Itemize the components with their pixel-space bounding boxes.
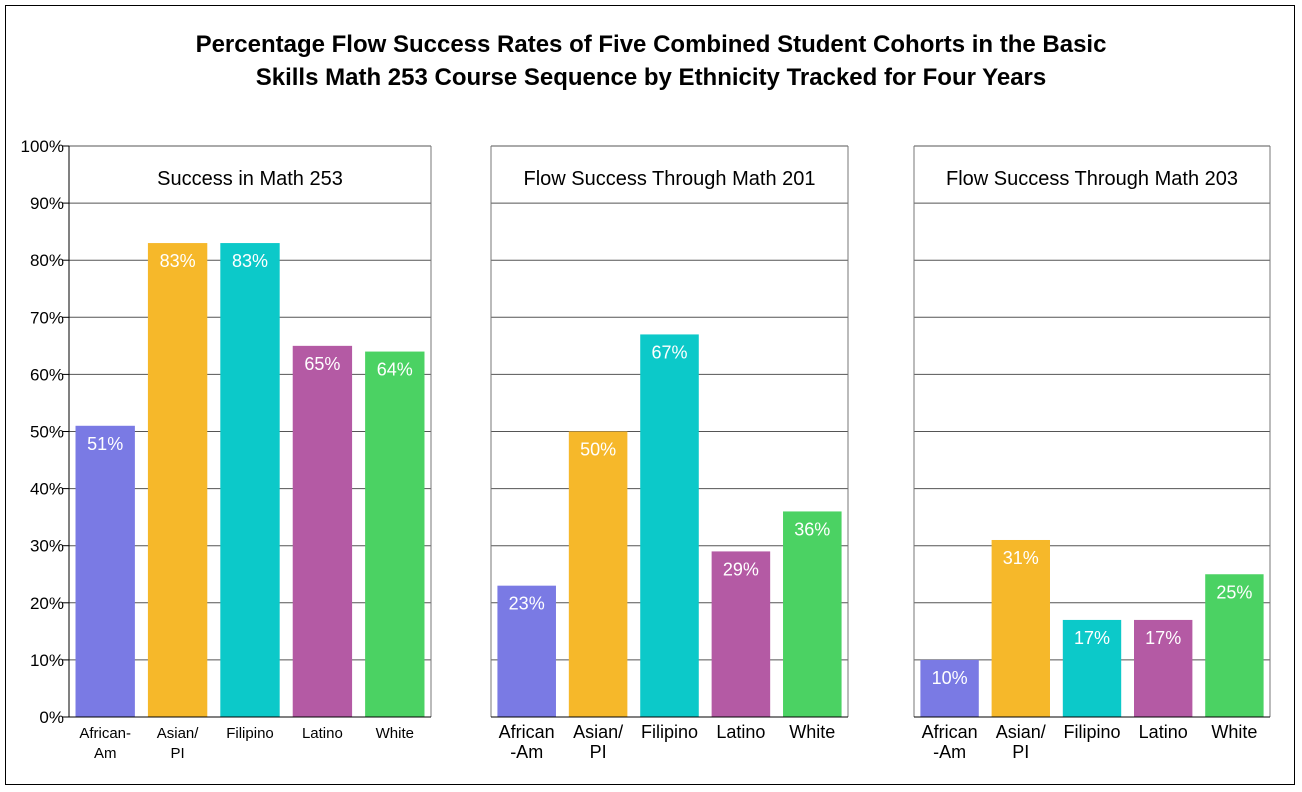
- x-category-label: -Am: [510, 742, 543, 762]
- chart-title-line-2: Skills Math 253 Course Sequence by Ethni…: [255, 64, 1047, 91]
- bar: [920, 659, 979, 717]
- x-category-label: Filipino: [1063, 722, 1120, 742]
- bar-value-label: 17%: [1145, 628, 1181, 648]
- panel-title: Success in Math 253: [157, 168, 343, 190]
- bar: [783, 511, 842, 717]
- y-tick-label: 80%: [30, 251, 64, 270]
- y-tick-label: 0%: [39, 708, 64, 727]
- bar: [220, 243, 280, 717]
- bar-value-label: 83%: [160, 251, 196, 271]
- x-category-label: African: [922, 722, 978, 742]
- x-category-label: Latino: [302, 725, 343, 742]
- bar: [568, 431, 628, 717]
- bar-value-label: 65%: [304, 354, 340, 374]
- x-category-label: PI: [171, 745, 185, 762]
- bar-value-label: 17%: [1074, 628, 1110, 648]
- x-category-label: PI: [1012, 742, 1029, 762]
- y-tick-label: 100%: [21, 137, 64, 156]
- y-tick-label: 90%: [30, 194, 64, 213]
- bar: [147, 243, 208, 717]
- bar: [292, 345, 353, 717]
- bar-value-label: 10%: [932, 668, 968, 688]
- bar-value-label: 25%: [1216, 582, 1252, 602]
- x-category-label: -Am: [933, 742, 966, 762]
- chart-title: Percentage Flow Success Rates of Five Co…: [0, 28, 1302, 94]
- x-category-label: African-: [79, 725, 131, 742]
- bar-value-label: 29%: [723, 559, 759, 579]
- x-category-label: Asian/: [996, 722, 1046, 742]
- bar-value-label: 36%: [794, 519, 830, 539]
- x-category-label: PI: [590, 742, 607, 762]
- x-category-label: African: [499, 722, 555, 742]
- panel-title: Flow Success Through Math 203: [946, 168, 1238, 190]
- x-category-label: Filipino: [641, 722, 698, 742]
- y-tick-label: 40%: [30, 480, 64, 499]
- bar: [1062, 619, 1122, 717]
- bar: [75, 425, 135, 717]
- x-category-label: White: [1211, 722, 1257, 742]
- panel-title: Flow Success Through Math 201: [523, 168, 815, 190]
- bar-value-label: 31%: [1003, 548, 1039, 568]
- y-tick-label: 70%: [30, 308, 64, 327]
- bar-value-label: 51%: [87, 434, 123, 454]
- y-tick-label: 20%: [30, 594, 64, 613]
- bar: [1134, 619, 1193, 717]
- bar: [497, 585, 556, 717]
- x-category-label: Filipino: [226, 725, 274, 742]
- bar-value-label: 83%: [232, 251, 268, 271]
- bar: [365, 351, 425, 717]
- y-tick-label: 10%: [30, 651, 64, 670]
- y-tick-label: 60%: [30, 365, 64, 384]
- bar-value-label: 50%: [580, 440, 616, 460]
- bar: [991, 539, 1050, 717]
- bar: [711, 551, 771, 717]
- bar-value-label: 67%: [651, 342, 687, 362]
- x-category-label: Asian/: [157, 725, 200, 742]
- y-tick-label: 50%: [30, 423, 64, 442]
- x-category-label: White: [789, 722, 835, 742]
- y-tick-label: 30%: [30, 537, 64, 556]
- x-category-label: Am: [94, 745, 117, 762]
- chart-title-line-1: Percentage Flow Success Rates of Five Co…: [195, 31, 1107, 58]
- bar: [1205, 574, 1264, 717]
- x-category-label: Asian/: [573, 722, 623, 742]
- bar-value-label: 23%: [509, 594, 545, 614]
- x-category-label: Latino: [1139, 722, 1188, 742]
- x-category-label: Latino: [716, 722, 765, 742]
- bar-value-label: 64%: [377, 360, 413, 380]
- x-category-label: White: [376, 725, 414, 742]
- bar: [640, 334, 699, 717]
